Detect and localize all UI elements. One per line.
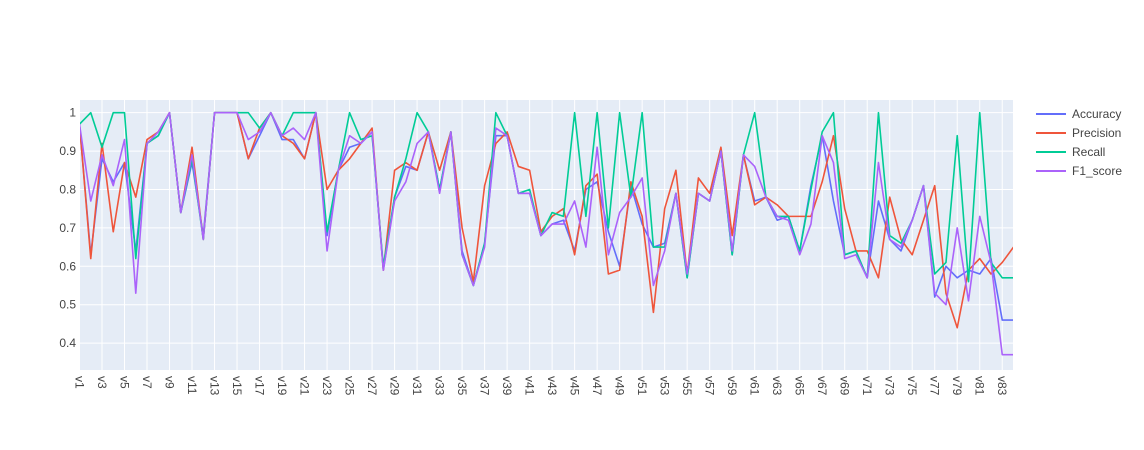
x-tick-label: v29 (388, 376, 402, 396)
x-tick-label: v15 (230, 376, 244, 396)
legend-label: Accuracy (1072, 107, 1121, 121)
x-tick-label: v23 (320, 376, 334, 396)
x-tick-label: v13 (208, 376, 222, 396)
legend-label: Recall (1072, 145, 1105, 159)
x-tick-label: v1 (73, 376, 87, 389)
y-tick-label: 0.9 (59, 144, 76, 158)
plot-area (80, 111, 1013, 356)
y-tick-label: 0.4 (59, 336, 76, 350)
x-tick-label: v71 (860, 376, 874, 396)
legend[interactable]: Accuracy Precision Recall F1_score (1036, 107, 1122, 178)
x-tick-label: v19 (275, 376, 289, 396)
x-tick-label: v65 (793, 376, 807, 396)
y-tick-label: 0.8 (59, 182, 76, 196)
x-axis-ticks: v1 v3 v5 v7 v9 v11 v13 v15 v17 v19 v21 v23 v25 v27 v29… (73, 376, 1010, 396)
y-tick-label: 1 (69, 106, 76, 120)
x-tick-label: v17 (253, 376, 267, 396)
x-tick-label: v3 (95, 376, 109, 389)
x-tick-label: v37 (478, 376, 492, 396)
y-axis-ticks: 0.4 0.5 0.6 0.7 0.8 0.9 1 (59, 106, 76, 350)
x-tick-label: v21 (298, 376, 312, 396)
x-tick-label: v61 (748, 376, 762, 396)
x-tick-label: v79 (950, 376, 964, 396)
x-tick-label: v33 (433, 376, 447, 396)
x-tick-label: v25 (343, 376, 357, 396)
x-tick-label: v75 (905, 376, 919, 396)
x-tick-label: v41 (523, 376, 537, 396)
x-tick-label: v51 (635, 376, 649, 396)
x-tick-label: v5 (118, 376, 132, 389)
legend-item-recall[interactable]: Recall (1036, 145, 1105, 159)
x-tick-label: v55 (680, 376, 694, 396)
x-tick-label: v49 (613, 376, 627, 396)
x-tick-label: v43 (545, 376, 559, 396)
x-tick-label: v47 (590, 376, 604, 396)
legend-label: Precision (1072, 126, 1121, 140)
y-tick-label: 0.5 (59, 298, 76, 312)
x-tick-label: v77 (928, 376, 942, 396)
x-tick-label: v35 (455, 376, 469, 396)
x-tick-label: v39 (500, 376, 514, 396)
x-tick-label: v11 (185, 376, 199, 395)
x-tick-label: v69 (838, 376, 852, 396)
x-tick-label: v53 (658, 376, 672, 396)
legend-item-f1-score[interactable]: F1_score (1036, 164, 1122, 178)
x-tick-label: v31 (410, 376, 424, 396)
x-tick-label: v45 (568, 376, 582, 396)
x-tick-label: v73 (883, 376, 897, 396)
x-tick-label: v27 (365, 376, 379, 396)
x-tick-label: v67 (815, 376, 829, 396)
y-tick-label: 0.6 (59, 259, 76, 273)
x-tick-label: v81 (973, 376, 987, 396)
legend-item-precision[interactable]: Precision (1036, 126, 1121, 140)
y-tick-label: 0.7 (59, 221, 76, 235)
x-tick-label: v57 (703, 376, 717, 396)
legend-label: F1_score (1072, 164, 1122, 178)
x-tick-label: v63 (770, 376, 784, 396)
x-tick-label: v9 (163, 376, 177, 389)
x-tick-label: v83 (995, 376, 1009, 396)
x-tick-label: v59 (725, 376, 739, 396)
plot-background (80, 100, 1013, 370)
x-tick-label: v7 (140, 376, 154, 389)
series-line-f1-score (80, 111, 1013, 356)
legend-item-accuracy[interactable]: Accuracy (1036, 107, 1121, 121)
